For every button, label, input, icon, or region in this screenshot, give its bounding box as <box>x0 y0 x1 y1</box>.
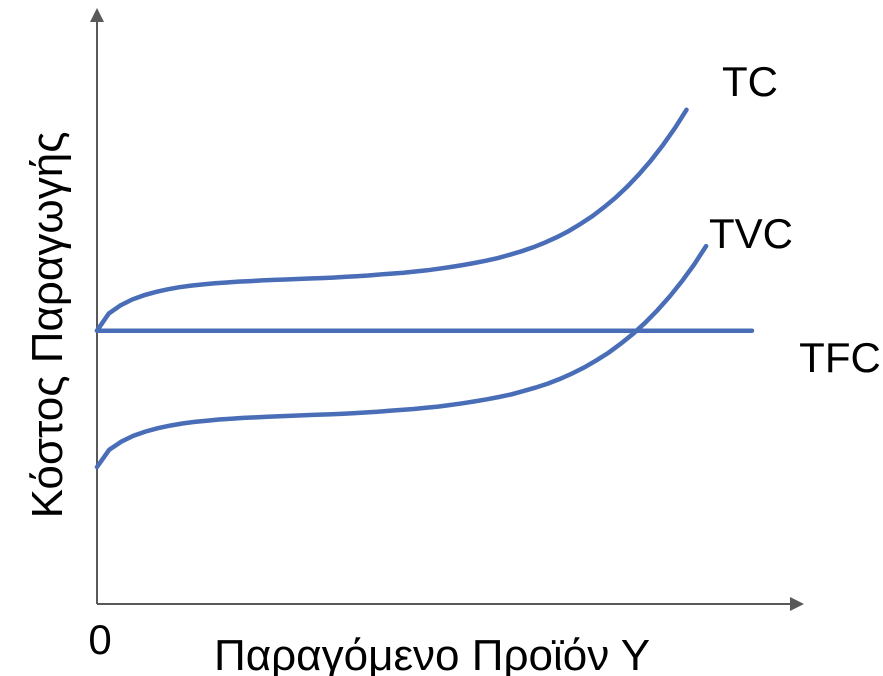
x-axis-label: Παραγόμενο Προϊόν Υ <box>214 631 650 676</box>
series-labels: TC TVC TFC <box>709 58 881 381</box>
series-tc-line <box>94 107 689 333</box>
series-curves <box>94 107 755 470</box>
series-tfc-label: TFC <box>799 334 881 381</box>
series-tc-label: TC <box>722 58 778 105</box>
y-axis-arrowhead <box>90 8 104 22</box>
origin-label: 0 <box>88 616 111 663</box>
x-axis-arrowhead <box>790 597 804 611</box>
y-axis-label: Κόστος Παραγωγής <box>23 132 72 519</box>
series-tvc-label: TVC <box>709 210 793 257</box>
series-tvc-line <box>94 243 709 470</box>
